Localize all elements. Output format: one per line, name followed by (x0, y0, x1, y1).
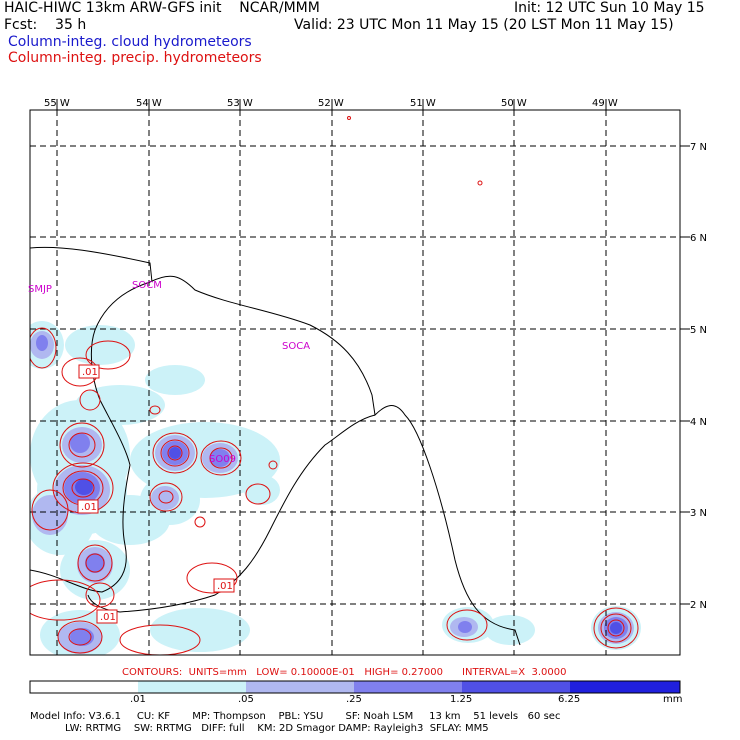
lat-label-6n: 6 N (690, 233, 707, 244)
colorbar-seg-5 (570, 681, 680, 693)
lat-label-4n: 4 N (690, 417, 707, 428)
header-init: Init: 12 UTC Sun 10 May 15 (514, 0, 705, 16)
colorbar-label-0: .01 (130, 694, 146, 705)
colorbar-seg-4 (462, 681, 570, 693)
lat-labels: 7 N 6 N 5 N 4 N 3 N 2 N (690, 142, 707, 611)
station-socm: SOCM (132, 280, 162, 291)
map-frame (29, 109, 681, 656)
lon-label-52w: 52 W (318, 98, 344, 109)
colorbar-label-1: .05 (238, 694, 254, 705)
contour-info: CONTOURS: UNITS=mm LOW= 0.10000E-01 HIGH… (122, 667, 567, 678)
legend-cloud-label: Column-integ. cloud hydrometeors (8, 34, 252, 50)
footer-model-info: Model Info: V3.6.1 CU: KF MP: Thompson P… (30, 711, 561, 722)
coastline (30, 246, 521, 646)
colorbar-label-4: 6.25 (558, 694, 581, 705)
footer-physics-info: LW: RRTMG SW: RRTMG DIFF: full KM: 2D Sm… (30, 723, 489, 734)
contour-label-4: .01 (100, 612, 116, 623)
colorbar-seg-0 (30, 681, 138, 693)
colorbar-unit: mm (663, 694, 683, 705)
colorbar-seg-2 (246, 681, 354, 693)
lat-label-2n: 2 N (690, 600, 707, 611)
contour-label-3: .01 (217, 581, 233, 592)
colorbar-seg-3 (354, 681, 462, 693)
colorbar (29, 680, 681, 694)
header-title: HAIC-HIWC 13km ARW-GFS init NCAR/MMM (4, 0, 320, 16)
contour-label-1: .01 (82, 367, 98, 378)
contour-label-2: .01 (81, 502, 97, 513)
precip-contours (30, 116, 639, 655)
station-smjp: SMJP (28, 284, 52, 295)
lon-label-49w: 49 W (592, 98, 618, 109)
station-labels: SMJP SOCM SOCA SO09 (28, 280, 310, 465)
header-forecast: Fcst: 35 h (4, 17, 87, 33)
lat-label-7n: 7 N (690, 142, 707, 153)
colorbar-seg-1 (138, 681, 246, 693)
station-so09: SO09 (209, 454, 236, 465)
station-soca: SOCA (282, 341, 310, 352)
colorbar-label-3: 1.25 (450, 694, 473, 705)
colorbar-label-2: .25 (346, 694, 362, 705)
lat-label-5n: 5 N (690, 325, 707, 336)
lat-lon-grid (30, 110, 680, 655)
header-valid: Valid: 23 UTC Mon 11 May 15 (20 LST Mon … (294, 17, 674, 33)
lon-labels: 55 W 54 W 53 W 52 W 51 W 50 W 49 W (44, 98, 618, 109)
lat-label-3n: 3 N (690, 508, 707, 519)
legend-precip-label: Column-integ. precip. hydrometeors (8, 50, 262, 66)
contour-value-labels: .01 .01 .01 .01 (77, 364, 235, 624)
